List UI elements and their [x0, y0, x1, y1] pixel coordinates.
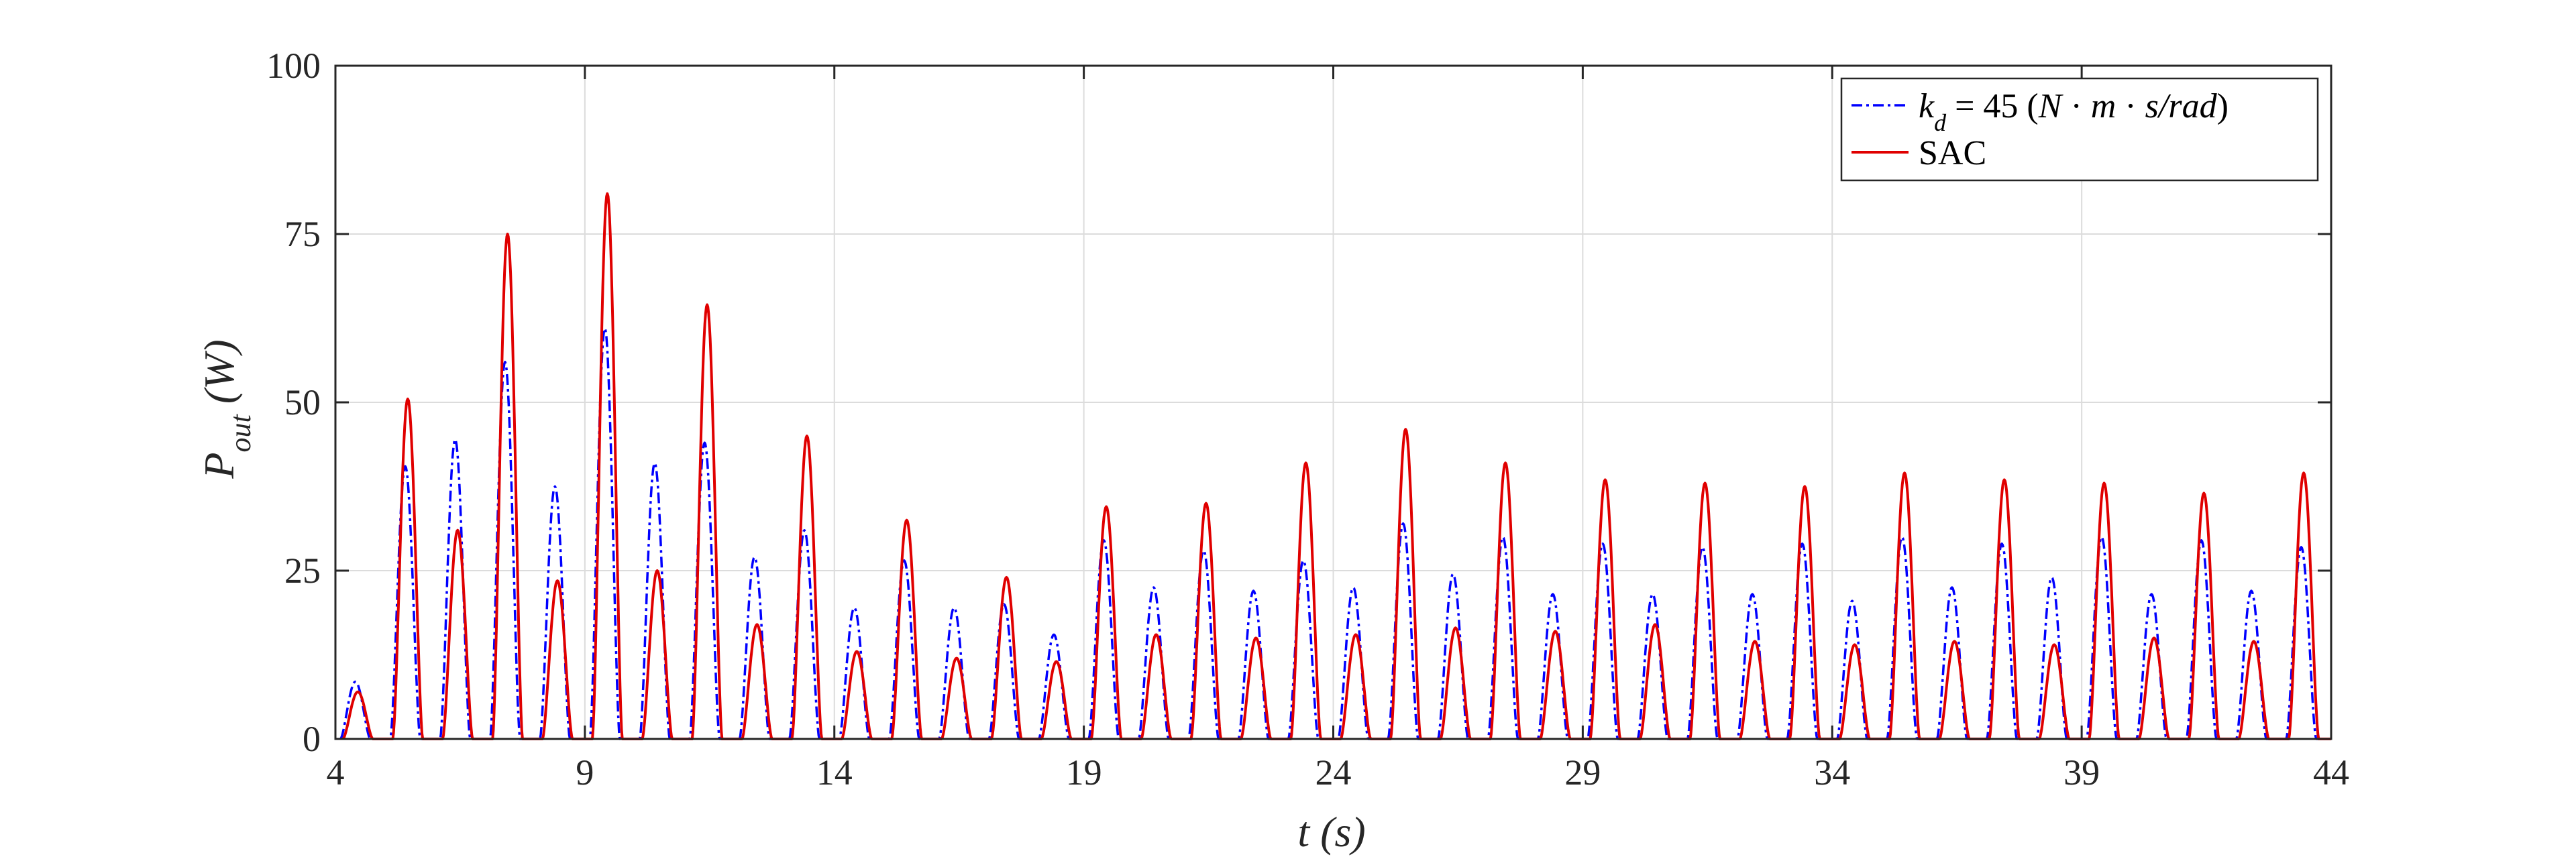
y-tick-label: 75 — [284, 214, 321, 254]
y-tick-labels: 0 25 50 75 100 — [266, 46, 321, 759]
legend-box — [1840, 77, 2319, 182]
tick-marks — [334, 64, 2332, 740]
legend: kd = 45 (N · m · s/rad) SAC — [1840, 77, 2319, 182]
x-tick-label: 44 — [2313, 752, 2349, 793]
x-tick-label: 24 — [1316, 752, 1352, 793]
y-tick-label: 0 — [303, 719, 321, 759]
series-line-kd45 — [339, 327, 2331, 740]
x-axis-label: t (s) — [1297, 808, 1365, 856]
x-tick-label: 4 — [327, 752, 345, 793]
x-tick-label: 29 — [1564, 752, 1601, 793]
y-tick-label: 100 — [266, 46, 321, 86]
x-tick-label: 19 — [1066, 752, 1102, 793]
legend-label-sac: SAC — [1919, 134, 1986, 172]
x-tick-label: 14 — [816, 752, 853, 793]
y-tick-label: 25 — [284, 551, 321, 591]
y-tick-label: 50 — [284, 382, 321, 422]
x-tick-labels: 4 9 14 19 24 29 34 39 44 — [327, 752, 2350, 793]
x-tick-label: 34 — [1814, 752, 1850, 793]
x-tick-label: 39 — [2063, 752, 2100, 793]
x-tick-label: 9 — [576, 752, 594, 793]
legend-label-kd: kd = 45 (N · m · s/rad) — [1919, 87, 2229, 136]
